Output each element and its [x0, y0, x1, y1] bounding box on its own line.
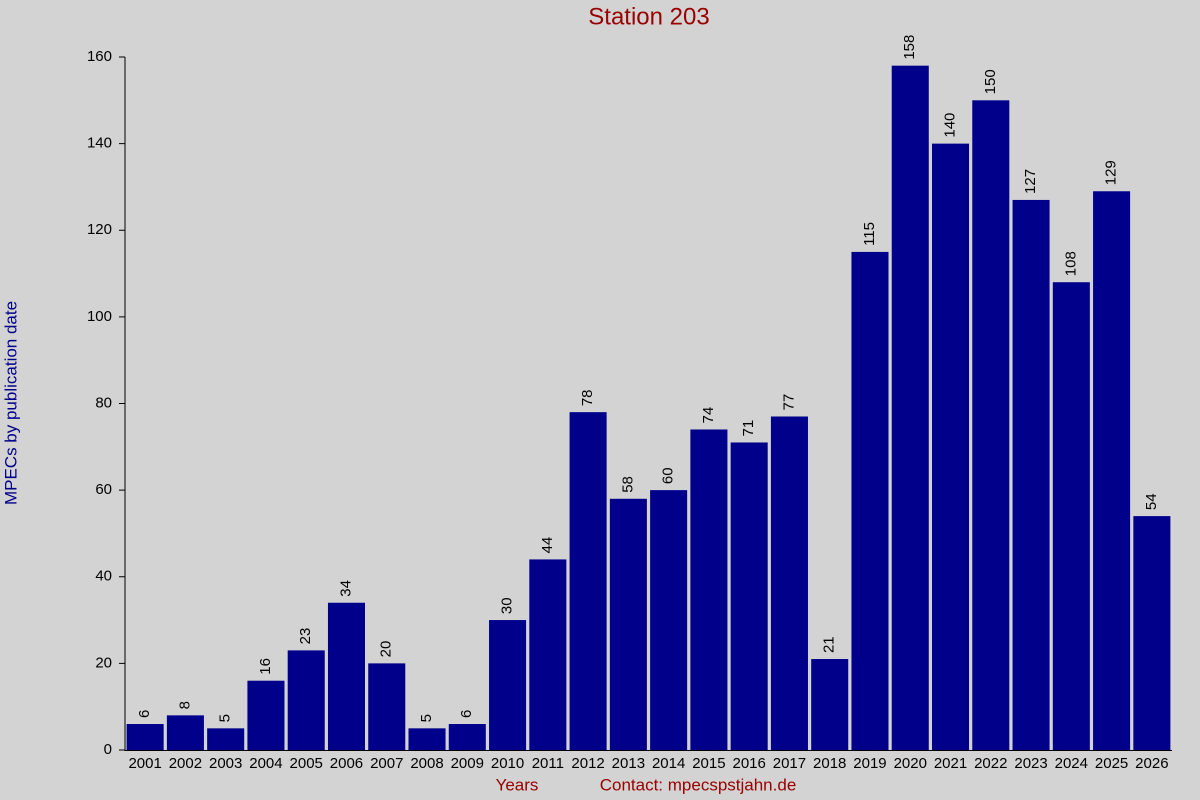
x-tick-label: 2026: [1135, 755, 1168, 772]
value-label: 71: [740, 420, 757, 437]
bar: [1093, 191, 1131, 751]
bar: [770, 416, 808, 750]
x-tick-label: 2009: [451, 755, 484, 772]
x-tick-label: 2006: [330, 755, 363, 772]
value-label: 54: [1143, 493, 1160, 510]
bar: [891, 65, 929, 751]
x-tick-label: 2005: [290, 755, 323, 772]
x-tick-label: 2013: [612, 755, 645, 772]
value-label: 108: [1062, 251, 1079, 276]
value-label: 21: [821, 636, 838, 653]
y-tick-label: 120: [87, 221, 112, 238]
x-tick-label: 2008: [410, 755, 443, 772]
value-label: 6: [136, 710, 153, 718]
x-tick-label: 2001: [128, 755, 161, 772]
x-tick-label: 2011: [532, 755, 564, 772]
bar: [327, 602, 366, 750]
value-label: 34: [337, 580, 354, 597]
bar: [1052, 282, 1090, 750]
value-label: 78: [579, 389, 596, 406]
x-tick-label: 2002: [169, 755, 202, 772]
bar: [126, 724, 164, 750]
x-tick-label: 2015: [692, 755, 725, 772]
value-label: 129: [1103, 160, 1120, 185]
y-tick-label: 140: [87, 135, 112, 152]
bar: [448, 724, 486, 750]
x-tick-label: 2003: [209, 755, 242, 772]
bar: [730, 442, 768, 750]
value-label: 77: [780, 394, 797, 411]
x-tick-label: 2018: [813, 755, 846, 772]
value-label: 140: [941, 113, 958, 138]
value-label: 5: [217, 714, 234, 722]
y-tick-label: 100: [87, 308, 112, 325]
value-label: 20: [378, 641, 395, 658]
bar: [489, 620, 527, 750]
value-label: 150: [982, 69, 999, 94]
bar: [1133, 516, 1171, 750]
y-tick-label: 0: [104, 741, 112, 758]
value-label: 6: [458, 710, 475, 718]
x-tick-label: 2010: [491, 755, 524, 772]
x-tick-label: 2019: [853, 755, 886, 772]
x-tick-label: 2017: [773, 755, 806, 772]
x-tick-label: 2023: [1014, 755, 1047, 772]
value-label: 23: [297, 628, 314, 645]
x-tick-label: 2016: [732, 755, 765, 772]
value-label: 60: [660, 467, 677, 484]
chart-title: Station 203: [588, 3, 709, 30]
value-label: 74: [700, 407, 717, 424]
y-axis-label: MPECs by publication date: [1, 301, 20, 505]
x-tick-label: 2025: [1095, 755, 1128, 772]
value-label: 5: [418, 714, 435, 722]
bar: [972, 100, 1010, 750]
x-tick-label: 2021: [934, 755, 967, 772]
bar: [408, 728, 446, 750]
x-tick-label: 2012: [571, 755, 604, 772]
x-tick-label: 2020: [894, 755, 927, 772]
bar: [287, 650, 325, 750]
x-tick-label: 2022: [974, 755, 1007, 772]
x-axis-label: Years: [496, 775, 539, 794]
x-tick-label: 2024: [1055, 755, 1088, 772]
annotation: Contact: mpecspstjahn.de: [600, 775, 797, 794]
bar: [207, 728, 245, 750]
x-tick-label: 2014: [652, 755, 685, 772]
y-tick-label: 40: [95, 568, 112, 585]
bar: [851, 251, 889, 750]
y-tick-label: 20: [95, 654, 112, 671]
value-label: 30: [499, 597, 516, 614]
bar: [247, 680, 285, 750]
bar: [368, 663, 406, 750]
y-tick-label: 160: [87, 48, 112, 65]
y-tick-label: 80: [95, 394, 112, 411]
bar: [529, 559, 567, 750]
value-label: 16: [257, 658, 274, 675]
bar: [690, 429, 728, 750]
bar: [650, 490, 688, 750]
x-tick-label: 2004: [249, 755, 282, 772]
value-label: 44: [539, 537, 556, 554]
bar: [1012, 199, 1050, 750]
value-label: 58: [619, 476, 636, 493]
value-label: 8: [176, 701, 193, 709]
bar: [931, 143, 970, 750]
x-tick-label: 2007: [370, 755, 403, 772]
bar: [609, 498, 647, 750]
bar: [569, 412, 607, 750]
value-label: 115: [861, 222, 878, 246]
bar: [811, 659, 849, 750]
value-label: 127: [1022, 169, 1039, 194]
bar: [166, 715, 204, 750]
value-label: 158: [901, 35, 918, 60]
y-tick-label: 60: [95, 481, 112, 498]
